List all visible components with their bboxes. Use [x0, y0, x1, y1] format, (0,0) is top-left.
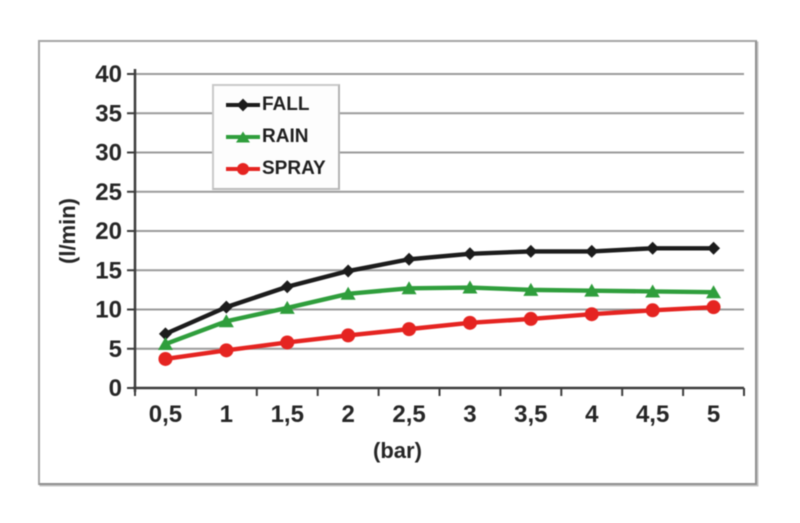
legend-label-spray: SPRAY	[262, 158, 326, 179]
series-marker-spray-7	[584, 307, 599, 322]
series-marker-rain-3	[340, 286, 356, 300]
series-marker-fall-6	[524, 244, 538, 258]
series-marker-spray-0	[158, 351, 173, 366]
series-marker-fall-4	[402, 252, 416, 266]
series-marker-rain-5	[462, 280, 478, 294]
x-axis-title: (bar)	[373, 438, 422, 463]
series-marker-fall-9	[707, 241, 721, 255]
fall-series-marker-icon	[226, 97, 260, 113]
y-tick-label-40: 40	[95, 61, 122, 88]
series-marker-spray-9	[706, 300, 721, 315]
series-marker-rain-6	[523, 282, 539, 296]
legend-item-spray: SPRAY	[226, 158, 338, 180]
series-line-fall	[163, 246, 716, 337]
x-tick-label-1: 1	[220, 401, 233, 428]
y-tick-label-0: 0	[109, 375, 122, 402]
x-tick-label-3,5: 3,5	[514, 401, 547, 428]
series-line-spray	[163, 304, 716, 362]
series-marker-fall-1	[219, 300, 233, 314]
series-marker-spray-2	[280, 335, 295, 350]
series-marker-fall-0	[158, 327, 172, 341]
series-marker-fall-8	[646, 241, 660, 255]
series-marker-rain-7	[584, 283, 600, 297]
legend-item-fall: FALL	[226, 94, 338, 116]
series-marker-fall-2	[280, 280, 294, 294]
x-tick-label-3: 3	[463, 401, 476, 428]
y-tick-label-20: 20	[95, 218, 122, 245]
series-marker-rain-4	[401, 281, 417, 295]
legend-label-fall: FALL	[262, 94, 310, 115]
y-tick-label-10: 10	[95, 297, 122, 324]
series-marker-rain-0	[157, 337, 173, 351]
y-tick-label-30: 30	[95, 140, 122, 167]
series-marker-spray-8	[645, 303, 660, 318]
x-tick-label-0,5: 0,5	[149, 401, 182, 428]
series-marker-fall-7	[585, 244, 599, 258]
series-marker-spray-1	[219, 343, 234, 358]
series-marker-spray-3	[341, 328, 356, 343]
x-tick-label-2: 2	[341, 401, 354, 428]
series-marker-fall-3	[341, 264, 355, 278]
x-tick-label-1,5: 1,5	[271, 401, 304, 428]
legend: FALL RAIN SPRAY	[212, 84, 340, 190]
series-marker-spray-6	[523, 311, 538, 326]
y-tick-label-25: 25	[95, 179, 122, 206]
series-marker-spray-4	[402, 322, 417, 337]
x-tick-label-4,5: 4,5	[636, 401, 669, 428]
series-marker-fall-5	[463, 247, 477, 261]
rain-series-marker-icon	[226, 129, 260, 145]
y-tick-label-35: 35	[95, 100, 122, 127]
y-tick-label-15: 15	[95, 257, 122, 284]
spray-series-marker-icon	[226, 161, 260, 177]
series-marker-rain-8	[645, 284, 661, 298]
legend-label-rain: RAIN	[262, 126, 309, 147]
series-marker-rain-9	[706, 285, 722, 299]
x-tick-label-5: 5	[707, 401, 720, 428]
series-line-rain	[163, 285, 716, 347]
series-marker-rain-1	[218, 314, 234, 328]
chart-panel: 0 5 10 15 20 25 30 35 40 0,5 1 1,5 2 2,5 3 3,5 4 4,5 5 (l/…	[38, 40, 757, 485]
y-tick-label-5: 5	[109, 336, 122, 363]
legend-item-rain: RAIN	[226, 126, 338, 148]
series-marker-spray-5	[462, 315, 477, 330]
y-axis-title: (l/min)	[55, 198, 80, 264]
x-tick-label-4: 4	[585, 401, 599, 428]
chart-canvas: 0 5 10 15 20 25 30 35 40 0,5 1 1,5 2 2,5 3 3,5 4 4,5 5	[95, 61, 745, 428]
series-marker-rain-2	[279, 300, 295, 314]
x-tick-label-2,5: 2,5	[392, 401, 425, 428]
